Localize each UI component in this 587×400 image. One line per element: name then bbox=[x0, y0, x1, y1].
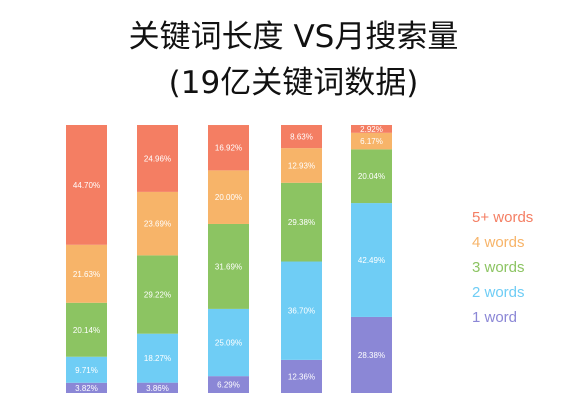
legend-entry: 1 word bbox=[472, 309, 517, 326]
bar-segment-5-5 bbox=[351, 125, 392, 133]
bar-segment-4-4 bbox=[281, 148, 322, 183]
bar-segment-3-4 bbox=[281, 182, 322, 262]
legend-entry: 4 words bbox=[472, 234, 525, 251]
data-label: 2.92% bbox=[360, 125, 383, 134]
bar-segment-4-3 bbox=[208, 170, 249, 224]
data-label: 31.69% bbox=[215, 262, 242, 271]
data-label: 42.49% bbox=[358, 256, 385, 265]
data-label: 6.29% bbox=[217, 381, 240, 390]
legend-entry: 3 words bbox=[472, 259, 525, 276]
data-label: 28.38% bbox=[358, 351, 385, 360]
data-label: 24.96% bbox=[144, 154, 171, 163]
data-label: 20.14% bbox=[73, 326, 100, 335]
legend: 5+ words 4 words 3 words 2 words 1 word bbox=[472, 209, 533, 326]
bar-segment-5-2 bbox=[137, 125, 178, 192]
bar-segment-1-4 bbox=[281, 359, 322, 393]
bar-segment-5-1 bbox=[66, 125, 107, 245]
data-label: 8.63% bbox=[290, 133, 313, 142]
data-label: 25.09% bbox=[215, 339, 242, 348]
bar-segment-4-2 bbox=[137, 191, 178, 256]
bars-group: 3.82% 9.71% 20.14% 21.63% 44.70% 3.86% 18.27% 2… bbox=[66, 125, 392, 393]
bar-segment-5-3 bbox=[208, 125, 249, 171]
bar-segment-2-3 bbox=[208, 308, 249, 377]
data-label: 6.17% bbox=[360, 137, 383, 146]
bar-segment-4-1 bbox=[66, 244, 107, 303]
data-label: 18.27% bbox=[144, 354, 171, 363]
data-label: 20.04% bbox=[358, 172, 385, 181]
bar-segment-2-4 bbox=[281, 261, 322, 360]
data-label: 9.71% bbox=[75, 366, 98, 375]
data-label: 16.92% bbox=[215, 144, 242, 153]
data-label: 12.36% bbox=[288, 372, 315, 381]
data-label: 29.22% bbox=[144, 291, 171, 300]
bar-segment-1-1 bbox=[66, 382, 107, 393]
bar-segment-2-2 bbox=[137, 333, 178, 383]
data-label: 3.82% bbox=[75, 384, 98, 393]
bar-segment-1-3 bbox=[208, 376, 249, 393]
data-label: 36.70% bbox=[288, 307, 315, 316]
chart-title: 关键词长度 VS月搜索量 (19亿关键词数据) bbox=[0, 14, 587, 106]
bar-segment-3-3 bbox=[208, 223, 249, 309]
data-label: 23.69% bbox=[144, 220, 171, 229]
chart-title-main: 关键词长度 VS月搜索量 bbox=[128, 19, 459, 55]
legend-entry: 2 words bbox=[472, 284, 525, 301]
bar-segment-3-2 bbox=[137, 255, 178, 334]
bar-segment-1-2 bbox=[137, 382, 178, 393]
data-label: 44.70% bbox=[73, 181, 100, 190]
bar-segment-3-5 bbox=[351, 149, 392, 204]
data-label: 12.93% bbox=[288, 161, 315, 170]
bar-segment-2-5 bbox=[351, 203, 392, 317]
legend-entry: 5+ words bbox=[472, 209, 533, 226]
bar-segment-5-4 bbox=[281, 125, 322, 149]
data-label: 21.63% bbox=[73, 270, 100, 279]
chart-subtitle: (19亿关键词数据) bbox=[168, 65, 419, 101]
data-label: 20.00% bbox=[215, 193, 242, 202]
data-label: 3.86% bbox=[146, 384, 169, 393]
data-label: 29.38% bbox=[288, 218, 315, 227]
bar-segment-4-5 bbox=[351, 132, 392, 150]
bar-segment-2-1 bbox=[66, 356, 107, 383]
bar-segment-3-1 bbox=[66, 302, 107, 357]
bar-segment-1-5 bbox=[351, 316, 392, 393]
